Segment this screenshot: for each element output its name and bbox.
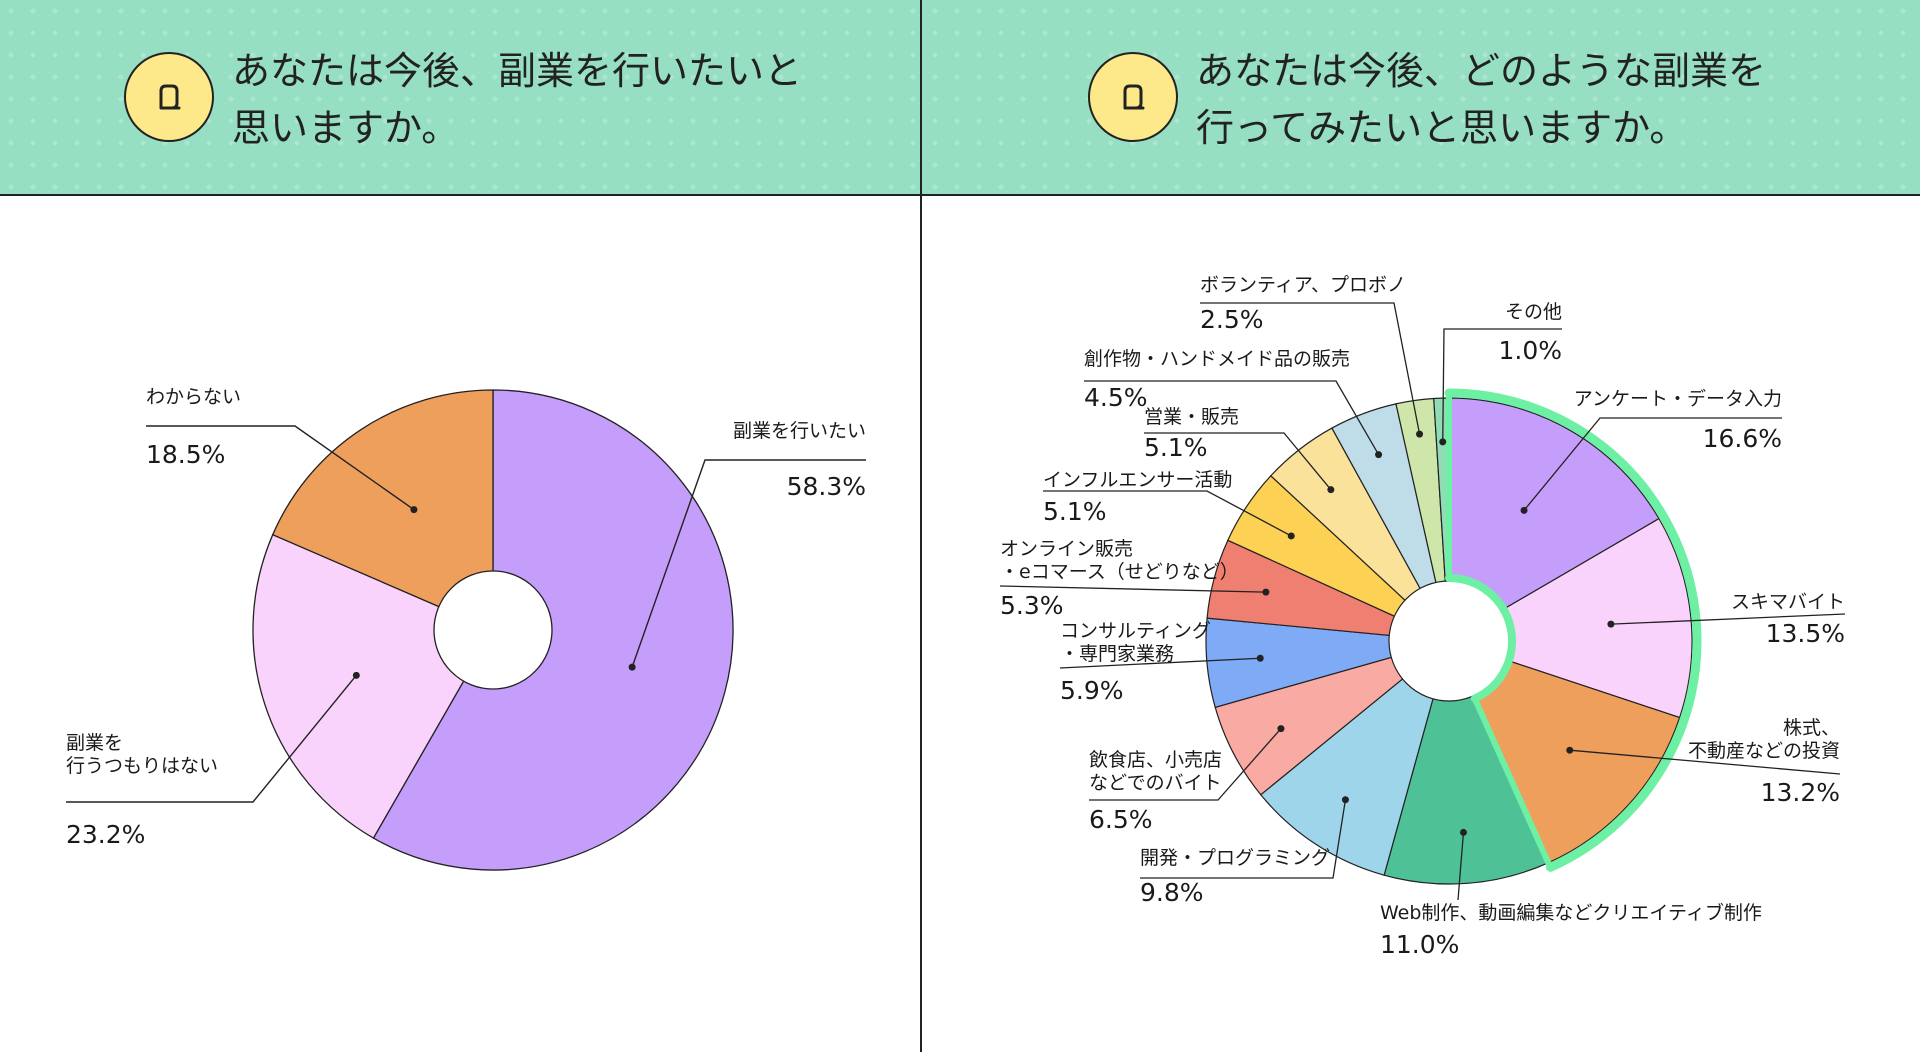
right-donut-hole	[1388, 580, 1510, 702]
right-slice-8	[1227, 474, 1450, 642]
right-slice-10	[1331, 403, 1450, 642]
right-label-6: コンサルティング ・専門家業務	[1060, 620, 1211, 665]
question-icon-right	[1088, 52, 1178, 142]
left-leader-line-0	[631, 459, 866, 668]
question-left-line-2: 思いますか。	[232, 106, 460, 150]
right-label-2: 株式、 不動産などの投資	[1687, 717, 1840, 762]
question-left: あなたは今後、副業を行いたいと 思いますか。	[232, 43, 802, 157]
right-slice-5	[1214, 640, 1450, 796]
right-value-11: 2.5%	[1200, 305, 1264, 334]
right-leader-dot-1	[1607, 620, 1615, 628]
right-leader-line-3	[1457, 832, 1465, 901]
panel-divider	[920, 0, 922, 1052]
right-leader-dot-4	[1341, 796, 1349, 804]
right-value-7: 5.3%	[1000, 591, 1064, 620]
right-value-8: 5.1%	[1043, 497, 1107, 526]
right-label-12: その他	[1504, 301, 1562, 323]
question-right: あなたは今後、どのような副業を 行ってみたいと思いますか。	[1196, 43, 1766, 157]
left-leader-line-1	[66, 674, 357, 803]
left-label-1: 副業を 行うつもりはない	[66, 732, 219, 777]
right-leader-dot-10	[1375, 451, 1383, 459]
right-value-12: 1.0%	[1498, 336, 1562, 365]
left-value-1: 23.2%	[66, 820, 146, 849]
right-leader-dot-12	[1439, 438, 1447, 446]
right-leader-dot-11	[1416, 430, 1424, 438]
right-value-1: 13.5%	[1765, 619, 1845, 648]
right-label-10: 創作物・ハンドメイド品の販売	[1084, 348, 1351, 370]
right-slice-0	[1448, 397, 1660, 643]
right-slice-12	[1433, 397, 1450, 642]
right-value-3: 11.0%	[1380, 930, 1460, 959]
right-label-8: インフルエンサー活動	[1043, 469, 1233, 491]
question-right-line-1: あなたは今後、どのような副業を	[1196, 49, 1767, 93]
right-label-9: 営業・販売	[1144, 406, 1240, 428]
left-label-2: わからない	[146, 386, 242, 408]
right-leader-dot-6	[1256, 654, 1264, 662]
left-slice-1	[252, 533, 494, 839]
right-label-4: 開発・プログラミング	[1140, 847, 1331, 869]
right-label-5: 飲食店、小売店 などでのバイト	[1089, 749, 1223, 794]
right-highlight-edge-1	[1471, 695, 1554, 871]
right-value-6: 5.9%	[1060, 676, 1124, 705]
right-leader-dot-5	[1277, 725, 1285, 733]
question-icon-left	[124, 52, 214, 142]
left-slice-2	[271, 389, 494, 631]
left-value-2: 18.5%	[146, 440, 226, 469]
right-leader-dot-3	[1459, 828, 1467, 836]
question-right-line-2: 行ってみたいと思いますか。	[1196, 106, 1688, 150]
left-label-0: 副業を行いたい	[732, 420, 866, 442]
right-value-4: 9.8%	[1140, 878, 1204, 907]
left-value-0: 58.3%	[786, 472, 866, 501]
right-highlight-inner-arc	[1445, 574, 1516, 703]
right-slice-2	[1447, 640, 1681, 864]
right-leader-dot-0	[1520, 506, 1528, 514]
chart-side-job-intention	[66, 389, 866, 871]
right-slice-7	[1206, 539, 1450, 642]
right-label-3: Web制作、動画編集などクリエイティブ制作	[1380, 902, 1762, 924]
right-highlight-outer-arc	[1444, 388, 1702, 872]
right-label-7: オンライン販売 ・eコマース（せどりなど）	[1000, 538, 1239, 583]
right-slice-3	[1383, 639, 1550, 885]
right-value-10: 4.5%	[1084, 383, 1148, 412]
left-slice-0	[372, 389, 734, 871]
left-leader-line-2	[146, 425, 415, 511]
right-value-9: 5.1%	[1144, 433, 1208, 462]
right-slice-6	[1205, 617, 1450, 709]
right-slice-11	[1395, 397, 1450, 642]
right-slice-9	[1269, 427, 1450, 642]
right-leader-dot-7	[1262, 588, 1270, 596]
right-leader-dot-8	[1287, 532, 1295, 540]
right-leader-dot-2	[1566, 746, 1574, 754]
right-slice-1	[1447, 517, 1693, 719]
right-label-11: ボランティア、プロボノ	[1200, 274, 1406, 296]
question-left-line-1: あなたは今後、副業を行いたいと	[232, 49, 803, 93]
right-label-0: アンケート・データ入力	[1573, 388, 1782, 410]
right-value-0: 16.6%	[1702, 424, 1782, 453]
right-label-1: スキマバイト	[1730, 591, 1845, 613]
right-leader-dot-9	[1327, 486, 1335, 494]
right-value-2: 13.2%	[1760, 778, 1840, 807]
right-slice-4	[1259, 639, 1451, 876]
left-donut-hole	[433, 570, 553, 690]
right-value-5: 6.5%	[1089, 805, 1153, 834]
header-banner	[0, 0, 1920, 196]
